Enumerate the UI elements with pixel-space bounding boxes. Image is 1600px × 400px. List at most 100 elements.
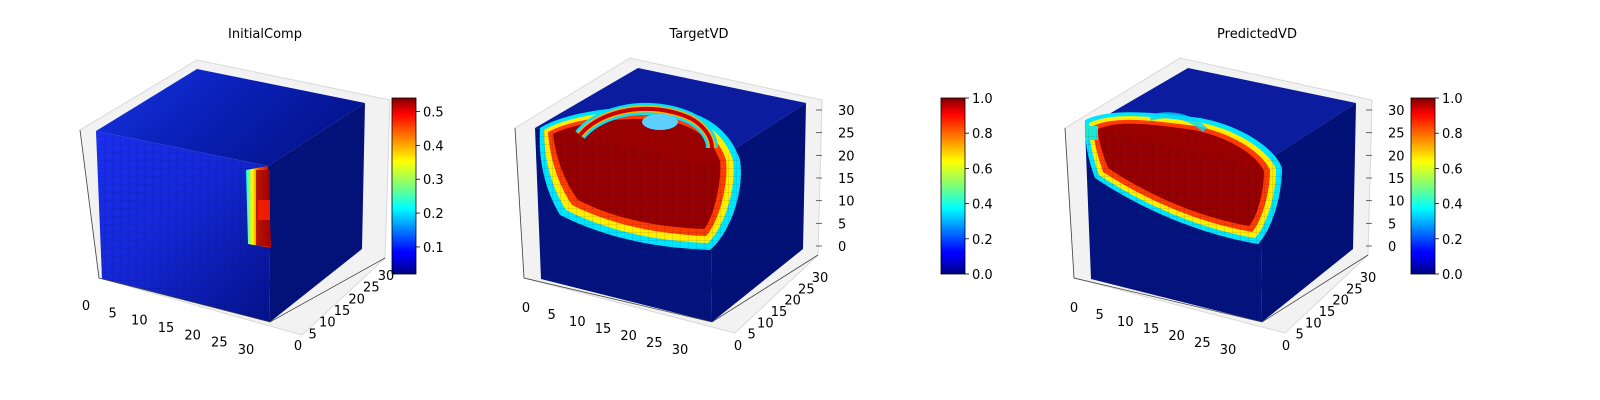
x-tick-label: 30 (238, 343, 255, 358)
colorbar-tick-label: 0.0 (1442, 268, 1463, 283)
panel-title: InitialComp (228, 27, 302, 42)
colorbar-tick-label: 0.6 (972, 162, 993, 177)
y-tick-label: 5 (1296, 328, 1304, 343)
y-tick-label: 15 (334, 304, 351, 319)
cube-side-grid (710, 103, 806, 322)
panel-title: TargetVD (668, 27, 728, 42)
y-tick-label: 20 (1332, 294, 1349, 309)
y-tick-label: 25 (363, 281, 380, 296)
colorbar-tick-label: 0.4 (1442, 198, 1463, 213)
z-tick-label: 20 (838, 149, 855, 164)
y-tick-label: 0 (734, 339, 742, 354)
x-tick-label: 10 (569, 315, 586, 330)
y-tick-label: 10 (319, 316, 336, 331)
x-axis-ticks: 0 5 10 15 20 25 30 (82, 299, 254, 358)
x-tick-label: 15 (158, 321, 175, 336)
colorbar-tick-label: 0.2 (972, 233, 993, 248)
axis-edges (1064, 127, 1369, 323)
x-axis-ticks: 0 5 10 15 20 25 30 (1070, 301, 1236, 358)
colorbar: 0.1 0.2 0.3 0.4 0.5 (391, 97, 444, 275)
z-tick-label: 30 (1388, 104, 1405, 119)
cube-top-face (96, 69, 365, 166)
y-tick-label: 30 (378, 269, 395, 284)
colorbar-tick-label: 0.5 (423, 106, 444, 121)
x-tick-label: 30 (1220, 343, 1237, 358)
y-tick-label: 15 (771, 305, 788, 320)
z-tick-label: 25 (1388, 127, 1405, 142)
z-tick-label: 15 (838, 172, 855, 187)
x-tick-label: 25 (1194, 336, 1211, 351)
y-tick-label: 5 (748, 328, 756, 343)
z-tick-label: 30 (838, 104, 855, 119)
y-tick-label: 0 (294, 339, 302, 354)
z-tick-label: 0 (838, 240, 846, 255)
colorbar: 0.0 0.2 0.4 0.6 0.8 1.0 (940, 92, 993, 283)
x-tick-label: 10 (1117, 315, 1134, 330)
x-tick-label: 5 (548, 308, 556, 323)
colorbar-tick-label: 0.4 (972, 198, 993, 213)
y-tick-label: 20 (784, 294, 801, 309)
y-tick-label: 10 (757, 316, 774, 331)
x-tick-label: 0 (1070, 301, 1078, 316)
colorbar-tick-label: 0.4 (423, 139, 444, 154)
y-tick-label: 25 (798, 282, 815, 297)
cube-front-grid (535, 128, 712, 322)
axis-edges (514, 127, 819, 323)
colorbar-tick-label: 0.0 (972, 268, 993, 283)
y-tick-label: 25 (1346, 282, 1363, 297)
z-tick-label: 5 (838, 217, 846, 232)
colorbar-tick-label: 0.6 (1442, 162, 1463, 177)
z-axis-ticks: 0 5 10 15 20 25 30 (1366, 104, 1405, 255)
y-tick-label: 0 (1282, 339, 1290, 354)
y-tick-label: 30 (812, 271, 829, 286)
x-tick-label: 15 (1143, 322, 1160, 337)
y-tick-label: 10 (1305, 316, 1322, 331)
x-tick-label: 20 (184, 328, 201, 343)
x-tick-label: 0 (522, 301, 530, 316)
panel-initialcomp: InitialComp 0.10.20.30.40.5 0 5 10 15 20 25 30… (79, 27, 444, 358)
cube-front-grid (96, 131, 270, 322)
x-tick-label: 20 (1168, 329, 1185, 344)
z-tick-label: 15 (1388, 172, 1405, 187)
colorbar-tick-label: 1.0 (1442, 92, 1463, 107)
x-tick-label: 5 (109, 306, 117, 321)
colorbar-tick-label: 0.2 (1442, 233, 1463, 248)
x-tick-label: 15 (595, 322, 612, 337)
z-axis-ticks: 0 5 10 15 20 25 30 (816, 104, 855, 255)
x-tick-label: 30 (672, 343, 689, 358)
colorbar-tick-label: 1.0 (972, 92, 993, 107)
colorbar-tick-label: 0.1 (423, 241, 444, 256)
z-tick-label: 10 (1388, 195, 1405, 210)
y-tick-label: 15 (1319, 305, 1336, 320)
colorbar-tick-label: 0.2 (423, 207, 444, 222)
x-tick-label: 10 (131, 314, 148, 329)
z-tick-label: 10 (838, 195, 855, 210)
cube-side-grid (268, 103, 365, 322)
z-tick-label: 0 (1388, 240, 1396, 255)
y-tick-label: 20 (348, 292, 365, 307)
cube-front-grid (1085, 128, 1262, 322)
z-tick-label: 20 (1388, 149, 1405, 164)
x-tick-label: 25 (211, 336, 228, 351)
y-tick-label: 30 (1360, 271, 1377, 286)
colorbar-tick-label: 0.3 (423, 173, 444, 188)
panel-title: PredictedVD (1217, 27, 1297, 42)
z-tick-label: 25 (838, 127, 855, 142)
y-tick-label: 5 (309, 327, 317, 342)
x-tick-label: 0 (82, 299, 90, 314)
x-tick-label: 25 (646, 336, 663, 351)
colorbar-tick-label: 0.8 (1442, 127, 1463, 142)
cube-side-grid (1260, 103, 1356, 322)
axis-edges (79, 129, 386, 323)
x-tick-label: 20 (620, 329, 637, 344)
colorbar-tick-label: 0.8 (972, 127, 993, 142)
x-tick-label: 5 (1096, 308, 1104, 323)
colorbar: 0.0 0.2 0.4 0.6 0.8 1.0 (1410, 92, 1463, 283)
x-axis-ticks: 0 5 10 15 20 25 30 (522, 301, 688, 358)
